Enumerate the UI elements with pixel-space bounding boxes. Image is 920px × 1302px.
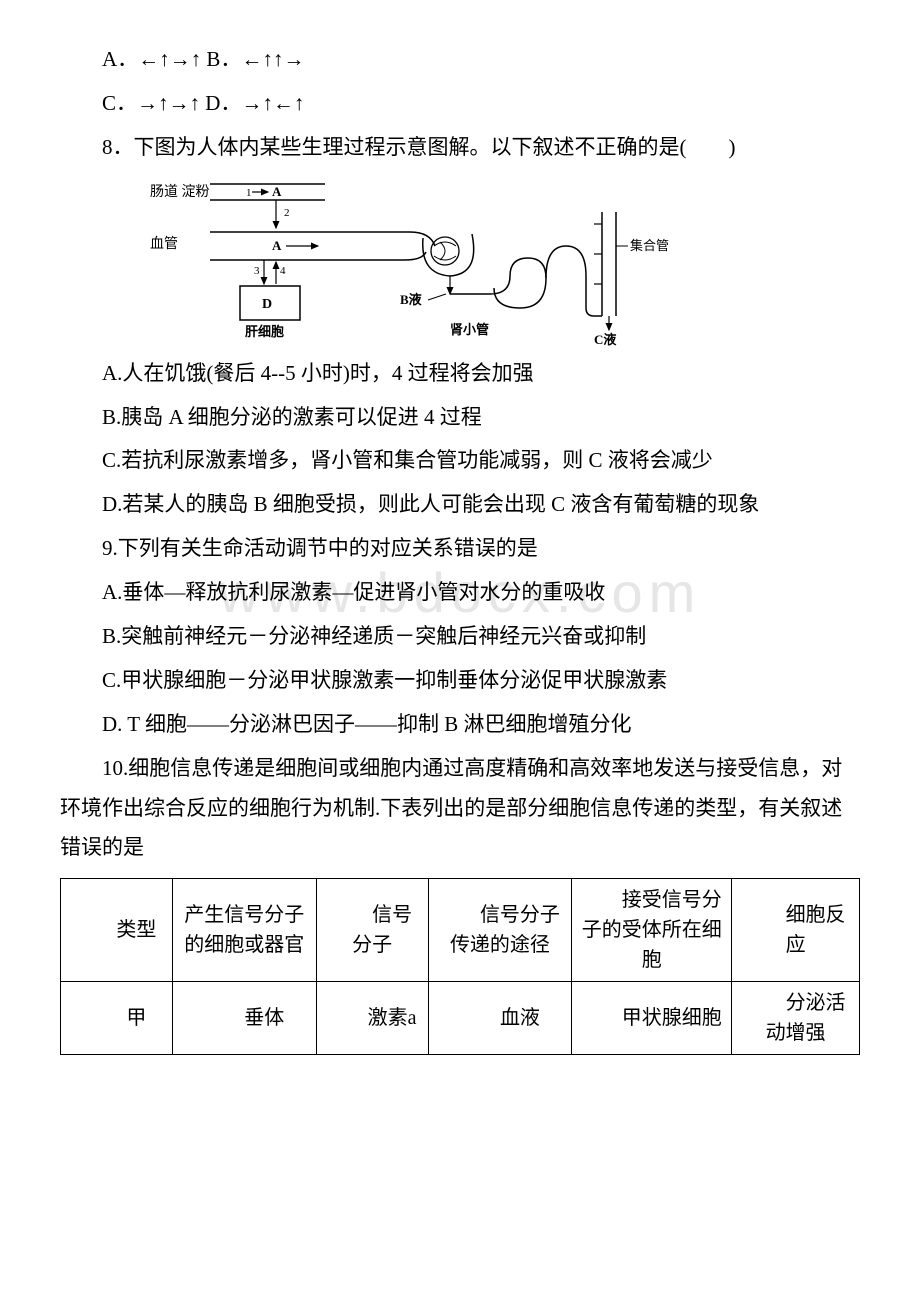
q9-option-a: A.垂体—释放抗利尿激素—促进肾小管对水分的重吸收 xyxy=(60,573,860,613)
q9-option-b: B.突触前神经元－分泌神经递质－突触后神经元兴奋或抑制 xyxy=(60,617,860,657)
table-header-row: 类型 产生信号分子的细胞或器官 信号分子 信号分子传递的途径 接受信号分子的受体… xyxy=(61,879,860,982)
td-0-4: 甲状腺细胞 xyxy=(572,982,732,1055)
td-0-0: 甲 xyxy=(61,982,173,1055)
th-signal: 信号分子 xyxy=(316,879,428,982)
td-0-5: 分泌活动增强 xyxy=(732,982,860,1055)
th-response: 细胞反应 xyxy=(732,879,860,982)
th-path: 信号分子传递的途径 xyxy=(428,879,572,982)
vessel-label: 血管 xyxy=(150,236,178,252)
letterA-mid: A xyxy=(272,238,282,253)
q9-option-c: C.甲状腺细胞－分泌甲状腺激素一抑制垂体分泌促甲状腺激素 xyxy=(60,661,860,701)
letter-D: D xyxy=(262,297,272,312)
intestine-label: 肠道 淀粉 xyxy=(150,184,210,200)
q8-option-b: B.胰岛 A 细胞分泌的激素可以促进 4 过程 xyxy=(60,398,860,438)
q7-option-line-2: C．→↑→↑ D．→↑←↑ xyxy=(60,84,860,124)
q10-stem: 10.细胞信息传递是细胞间或细胞内通过高度精确和高效率地发送与接受信息，对环境作… xyxy=(60,749,860,869)
bfluid-label: B液 xyxy=(400,292,422,307)
th-receptor: 接受信号分子的受体所在细胞 xyxy=(572,879,732,982)
num4-label: 4 xyxy=(280,265,286,277)
q7-option-line-1: A．←↑→↑ B．←↑↑→ xyxy=(60,40,860,80)
q8-option-a: A.人在饥饿(餐后 4--5 小时)时，4 过程将会加强 xyxy=(60,354,860,394)
liver-label: 肝细胞 xyxy=(245,324,284,339)
num1-label: 1 xyxy=(246,187,252,199)
num3-label: 3 xyxy=(254,265,260,277)
collect-label: 集合管 xyxy=(630,238,669,253)
table-row: 甲 垂体 激素a 血液 甲状腺细胞 分泌活动增强 xyxy=(61,982,860,1055)
cfluid-label: C液 xyxy=(594,332,616,346)
q8-option-d: D.若某人的胰岛 B 细胞受损，则此人可能会出现 C 液含有葡萄糖的现象 xyxy=(60,485,860,525)
td-0-2: 激素a xyxy=(316,982,428,1055)
q9-option-d: D. T 细胞——分泌淋巴因子——抑制 B 淋巴细胞增殖分化 xyxy=(60,705,860,745)
td-0-3: 血液 xyxy=(428,982,572,1055)
th-producer: 产生信号分子的细胞或器官 xyxy=(172,879,316,982)
num2-label: 2 xyxy=(284,207,290,219)
q8-diagram: 肠道 淀粉 1 A 2 血管 A 3 4 D 肝细 xyxy=(150,176,860,346)
letterA-top: A xyxy=(272,184,282,199)
th-type: 类型 xyxy=(61,879,173,982)
q8-option-c: C.若抗利尿激素增多，肾小管和集合管功能减弱，则 C 液将会减少 xyxy=(60,441,860,481)
td-0-1: 垂体 xyxy=(172,982,316,1055)
q9-stem: 9.下列有关生命活动调节中的对应关系错误的是 xyxy=(60,529,860,569)
tubule-label: 肾小管 xyxy=(450,322,489,337)
q10-table: 类型 产生信号分子的细胞或器官 信号分子 信号分子传递的途径 接受信号分子的受体… xyxy=(60,878,860,1055)
q8-stem: 8．下图为人体内某些生理过程示意图解。以下叙述不正确的是( ) xyxy=(60,128,860,168)
